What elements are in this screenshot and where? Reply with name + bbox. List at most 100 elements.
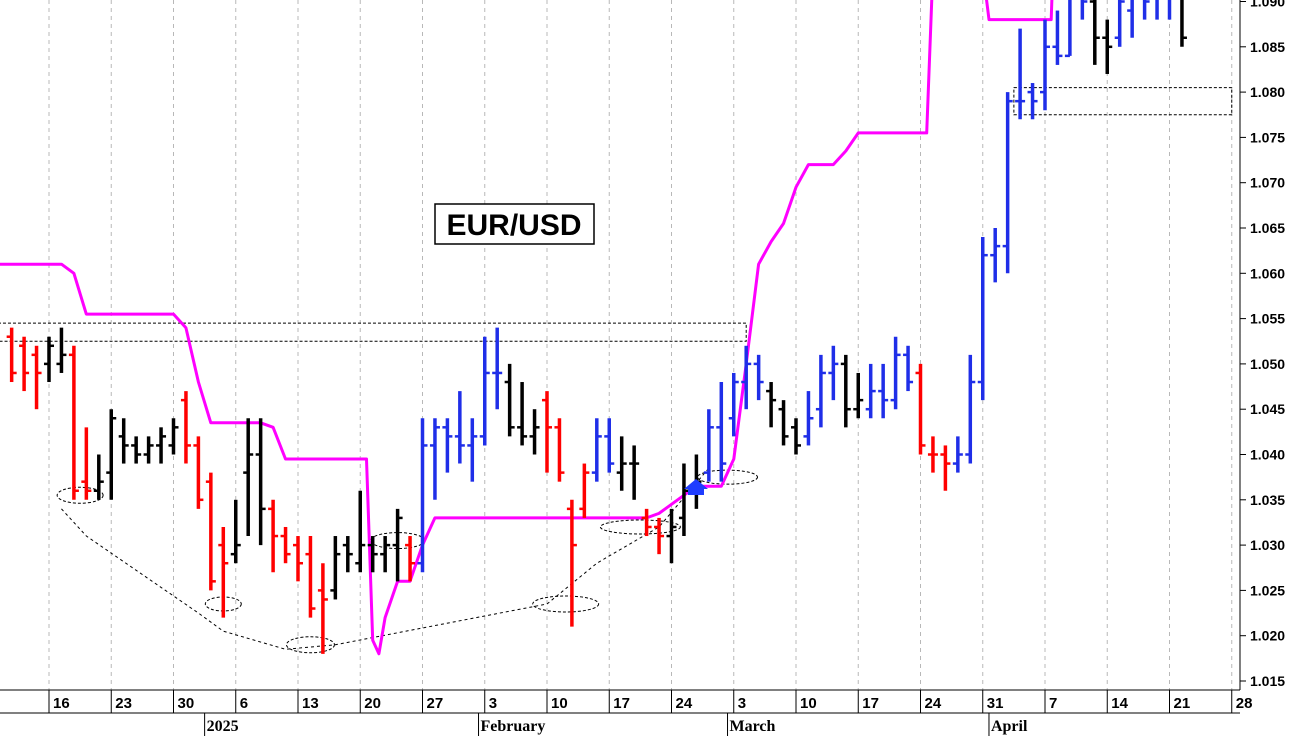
price-bar [865, 363, 876, 419]
price-bar [641, 508, 652, 537]
price-bar [156, 427, 167, 464]
x-tick-label: 17 [862, 695, 879, 712]
price-bar [1080, 0, 1088, 20]
price-bar [840, 354, 851, 428]
x-tick-label: 6 [240, 695, 248, 712]
price-bar [1052, 10, 1063, 65]
x-tick-label: 30 [178, 695, 195, 712]
pivot-ellipse [532, 595, 600, 613]
price-bars [6, 0, 1187, 654]
price-bar [666, 508, 677, 564]
x-tick-label: 21 [1174, 695, 1191, 712]
breakout-box [0, 322, 747, 342]
price-bar [1102, 19, 1113, 74]
price-bar [616, 436, 627, 491]
x-tick-label: 3 [489, 695, 497, 712]
price-bar [342, 536, 353, 573]
price-bar [1180, 0, 1187, 47]
price-bar [791, 418, 801, 455]
price-bar [230, 499, 241, 564]
x-tick-label: 13 [302, 695, 319, 712]
month-label: March [730, 718, 776, 735]
price-bar [766, 382, 777, 428]
price-bar [255, 418, 266, 546]
x-tick-label: 7 [1049, 695, 1057, 712]
price-bar [118, 418, 129, 464]
price-bar [753, 354, 764, 401]
price-bar [591, 418, 602, 482]
price-bar [1142, 0, 1150, 20]
x-tick-label: 10 [551, 695, 568, 712]
y-tick-label: 1.035 [1250, 492, 1285, 508]
price-bar [990, 228, 1001, 283]
price-bar [1114, 0, 1125, 47]
x-tick-label: 17 [613, 695, 630, 712]
price-bar [317, 563, 328, 654]
price-bar [703, 409, 714, 482]
price-bar [305, 536, 316, 618]
pivot-ellipse [285, 636, 335, 654]
price-bar [405, 536, 416, 582]
price-bar [1015, 28, 1026, 120]
price-bar [803, 391, 814, 446]
price-bar [529, 409, 540, 455]
price-bar [68, 345, 79, 500]
pivot-ellipse [599, 519, 681, 535]
price-bar [106, 409, 117, 500]
y-tick-label: 1.055 [1250, 311, 1285, 327]
trend-line [61, 467, 710, 650]
price-bar [19, 336, 30, 392]
price-bar [454, 391, 465, 464]
price-bar [741, 345, 752, 410]
y-tick-label: 1.090 [1250, 0, 1285, 10]
y-tick-label: 1.070 [1250, 175, 1285, 191]
price-bar [143, 436, 154, 464]
chart-title: EUR/USD [446, 209, 581, 242]
price-bar [180, 391, 191, 464]
breakout-box [1013, 87, 1233, 116]
price-bar [355, 490, 366, 573]
y-tick-label: 1.080 [1250, 84, 1285, 100]
price-bar [890, 336, 901, 410]
price-bar [853, 372, 864, 419]
price-bar [504, 363, 515, 437]
price-bar [1040, 19, 1050, 111]
price-bar [828, 345, 839, 401]
price-bar [280, 526, 291, 564]
trailing-stop-line [0, 0, 1054, 656]
x-tick-label: 28 [1236, 695, 1253, 712]
price-bar [728, 372, 739, 437]
price-bar [604, 418, 615, 473]
y-tick-label: 1.085 [1250, 39, 1285, 55]
y-axis: 1.015 1.020 1.025 1.030 1.035 1.040 1.045 1.050… [1240, 0, 1285, 689]
y-tick-label: 1.030 [1250, 537, 1285, 553]
price-bar [566, 499, 577, 627]
y-tick-label: 1.050 [1250, 356, 1285, 372]
x-tick-label: 27 [427, 695, 444, 712]
price-bar [1127, 0, 1134, 38]
price-bar [517, 382, 528, 446]
x-tick-label: 24 [925, 695, 942, 712]
x-tick-label: 24 [676, 695, 693, 712]
price-bar [1002, 92, 1013, 274]
y-tick-label: 1.065 [1250, 220, 1285, 236]
price-bar [542, 391, 552, 473]
month-label: February [481, 718, 546, 735]
price-bar [903, 345, 914, 392]
price-bar [81, 427, 92, 500]
price-bar [243, 418, 254, 537]
price-bar [367, 536, 378, 573]
y-tick-label: 1.075 [1250, 129, 1285, 145]
price-bar [417, 418, 428, 573]
price-bar [479, 336, 490, 446]
y-tick-label: 1.015 [1250, 673, 1285, 689]
price-bar [205, 472, 216, 591]
price-bar [6, 327, 17, 383]
buy-signal-arrow-icon [684, 479, 708, 495]
price-bar [878, 363, 889, 419]
price-bar [442, 418, 453, 473]
price-bar [778, 400, 789, 446]
price-bar [940, 445, 951, 491]
price-bar [965, 354, 976, 464]
